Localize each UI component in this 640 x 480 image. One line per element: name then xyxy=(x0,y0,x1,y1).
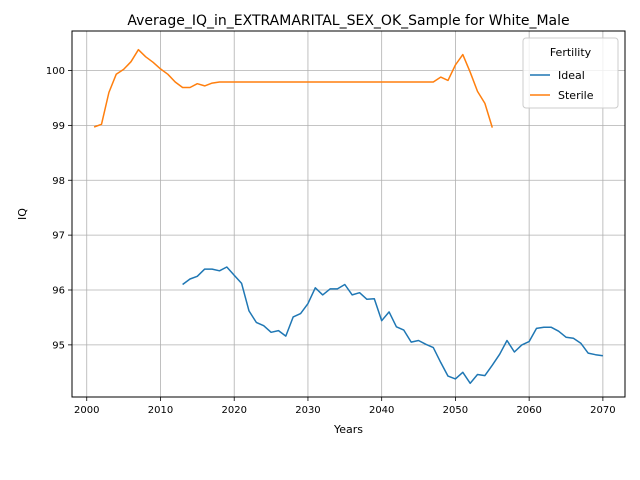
legend-label-sterile: Sterile xyxy=(558,89,594,102)
y-tick-label: 99 xyxy=(52,121,65,132)
series-lines xyxy=(93,48,604,385)
series-line-sterile xyxy=(93,48,494,128)
series-line-ideal xyxy=(182,266,604,385)
axes-frame xyxy=(71,30,626,398)
x-tick-label: 2010 xyxy=(148,405,173,416)
y-tick-label: 98 xyxy=(52,176,65,187)
x-tick-label: 2000 xyxy=(74,405,99,416)
y-tick-label: 95 xyxy=(52,340,65,351)
y-tick-label: 96 xyxy=(52,285,65,296)
chart-title: Average_IQ_in_EXTRAMARITAL_SEX_OK_Sample… xyxy=(127,13,569,29)
x-tick-label: 2070 xyxy=(590,405,615,416)
y-tick-label: 100 xyxy=(46,66,65,77)
legend-box xyxy=(522,37,619,109)
x-tick-label: 2020 xyxy=(221,405,246,416)
legend-title: Fertility xyxy=(550,46,592,59)
y-tick-label: 97 xyxy=(52,231,65,242)
legend-label-ideal: Ideal xyxy=(558,69,585,82)
legend: Fertility Ideal Sterile xyxy=(522,37,619,109)
y-axis-label: IQ xyxy=(16,208,29,220)
x-axis-label: Years xyxy=(333,423,363,436)
x-tick-label: 2060 xyxy=(516,405,541,416)
x-axis-ticks: 2000 2010 2020 2030 2040 2050 2060 2070 xyxy=(74,397,616,416)
x-tick-label: 2040 xyxy=(369,405,394,416)
x-tick-label: 2050 xyxy=(443,405,468,416)
x-tick-label: 2030 xyxy=(295,405,320,416)
y-axis-ticks: 95 96 97 98 99 100 xyxy=(46,66,72,351)
legend-entries: Ideal Sterile xyxy=(530,69,594,102)
